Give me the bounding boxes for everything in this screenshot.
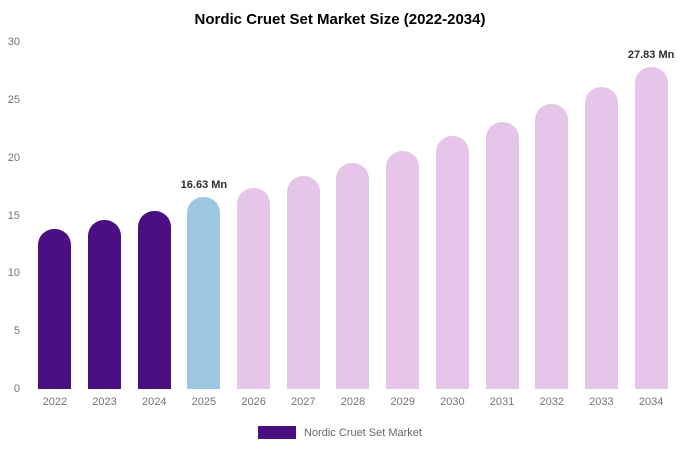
bar-slot-2027 (278, 42, 328, 389)
x-tick-label-2023: 2023 (92, 396, 117, 408)
y-tick-label-5: 5 (13, 325, 20, 338)
bar-slot-2031 (477, 42, 527, 389)
bar-2025 (187, 196, 221, 389)
x-tick-label-2030: 2030 (440, 396, 465, 408)
x-tick-label-2025: 2025 (191, 396, 217, 408)
bar-2032 (535, 104, 569, 389)
bar-2028 (336, 163, 370, 389)
bar-slot-2030 (428, 42, 478, 389)
x-tick-label-2029: 2029 (390, 396, 415, 408)
bar-2027 (286, 176, 320, 389)
x-tick-label-2034: 2034 (638, 396, 664, 408)
bar-slot-2023 (80, 42, 130, 389)
bar-2023 (88, 220, 122, 389)
x-tick-label-2026: 2026 (241, 396, 266, 408)
y-axis: 0 5 10 15 20 25 30 (0, 36, 26, 395)
bar-2026 (237, 187, 271, 389)
bar-slot-2025: 16.63 Mn (179, 42, 229, 389)
y-tick-label-30: 30 (7, 36, 20, 48)
bar-2029 (386, 150, 420, 389)
x-tick-label-2031: 2031 (489, 396, 515, 408)
legend-label: Nordic Cruet Set Market (304, 426, 422, 439)
bar-slot-2029 (378, 42, 428, 389)
bar-2033 (584, 87, 618, 389)
bar-slot-2024 (129, 42, 179, 389)
y-tick-label-0: 0 (13, 383, 20, 395)
bar-value-label-2034: 27.83 Mn (627, 49, 675, 62)
x-tick-label-2028: 2028 (340, 396, 366, 408)
bar-slot-2034: 27.83 Mn (626, 42, 676, 389)
x-tick-label-2032: 2032 (539, 396, 564, 408)
bar-2024 (137, 210, 171, 389)
y-tick-label-10: 10 (7, 267, 20, 280)
y-tick-label-15: 15 (7, 209, 20, 222)
bar-2031 (485, 121, 519, 389)
bar-slot-2028 (328, 42, 378, 389)
bar-2034 (634, 67, 668, 389)
bar-2030 (435, 135, 469, 389)
x-axis: 2022 2023 2024 2025 2026 2027 2028 2029 2030 2031… (30, 396, 676, 408)
bar-slot-2022 (30, 42, 80, 389)
legend: Nordic Cruet Set Market (0, 426, 680, 439)
bar-2022 (38, 229, 72, 389)
x-tick-label-2022: 2022 (42, 396, 68, 408)
bar-slot-2032 (527, 42, 577, 389)
bar-slot-2026 (229, 42, 279, 389)
x-tick-label-2027: 2027 (291, 396, 316, 408)
bar-value-label-2025: 16.63 Mn (180, 178, 228, 191)
x-tick-label-2033: 2033 (589, 396, 614, 408)
bars: 16.63 Mn 27.83 Mn (30, 42, 676, 389)
plot-area: 16.63 Mn 27.83 Mn (30, 42, 676, 389)
x-tick-label-2024: 2024 (141, 396, 167, 408)
chart-title: Nordic Cruet Set Market Size (2022-2034) (194, 11, 486, 28)
legend-swatch (258, 426, 296, 439)
bar-slot-2033 (577, 42, 627, 389)
y-tick-label-20: 20 (7, 151, 20, 164)
y-tick-label-25: 25 (7, 93, 20, 106)
